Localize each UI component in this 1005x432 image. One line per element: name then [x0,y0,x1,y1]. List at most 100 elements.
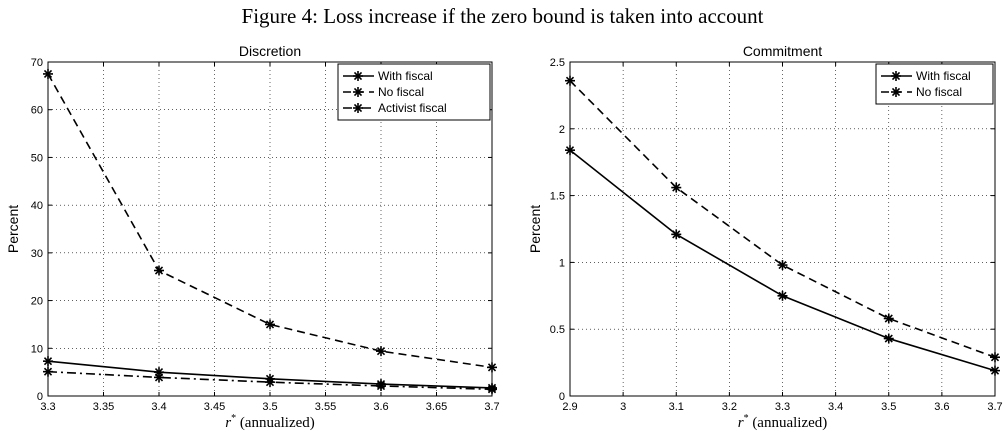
data-point-marker [990,352,1000,363]
x-tick-label: 3.55 [315,401,336,413]
y-tick-label: 2 [559,124,565,136]
legend: With fiscal No fiscal Activist fiscal [337,63,491,121]
legend-label: Activist fiscal [378,101,447,115]
x-axis-label: r* (annualized) [738,413,828,431]
x-axis-label-variable: r [225,415,231,431]
legend-label: No fiscal [378,85,424,99]
data-point-marker-stroke [487,385,497,394]
data-point-marker-stroke [672,230,681,239]
x-axis-label-superscript: * [231,413,236,424]
x-tick-label: 3.6 [373,401,388,413]
legend: With fiscal No fiscal [875,63,994,105]
data-point-marker-stroke [565,146,575,155]
y-tick-label: 40 [31,200,43,212]
data-point-marker-stroke [265,378,275,387]
y-tick-label: 30 [31,248,43,260]
data-point-marker [43,68,53,79]
data-point-marker [487,384,497,395]
y-tick-label: 20 [31,296,43,308]
y-tick-label: 0 [37,391,43,403]
y-tick-label: 1 [559,257,565,269]
x-tick-label: 2.9 [562,401,577,413]
legend-marker-stroke [891,71,901,81]
x-tick-label: 3.1 [669,401,684,413]
data-point-marker-stroke [487,363,497,372]
data-point-marker [777,260,788,271]
y-tick-label: 50 [31,152,43,164]
data-point-marker [671,229,682,240]
legend-marker-stroke [353,71,363,81]
data-point-marker [43,366,53,377]
legend-label: No fiscal [916,85,962,99]
legend-marker [353,103,363,113]
data-point-marker [777,290,788,301]
y-tick-label: 0 [559,391,565,403]
data-point-marker [376,346,386,357]
legend-marker-stroke [353,87,363,97]
legend-marker-stroke [891,87,901,97]
x-axis-label: r* (annualized) [225,413,315,431]
data-point-marker [154,372,164,383]
axes-frame [47,61,493,397]
chart-discretion: 3.3 3.35 3.4 3.45 3.5 3.55 3.6 3.65 3.7 0 10 20 30 40… [5,43,500,431]
series-no-fiscal [43,68,497,373]
data-point-marker [265,319,275,330]
y-axis-label: Percent [5,205,21,253]
data-point-marker-stroke [990,353,1000,362]
chart-title: Commitment [743,43,822,59]
legend-marker [353,87,363,97]
data-point-marker-stroke [884,334,893,343]
x-tick-label: 3.35 [93,401,114,413]
x-tick-label: 3.7 [987,401,1002,413]
legend-label: With fiscal [916,69,971,83]
legend-marker [891,87,901,97]
series-line [47,73,493,369]
plot-area [570,62,995,396]
chart-commitment: 2.9 3 3.1 3.2 3.3 3.4 3.5 3.6 3.7 0 0.5 1 1.5 2 2.5 Com… [527,43,1003,431]
data-point-marker [990,365,1000,376]
x-tick-label: 3.3 [40,401,55,413]
data-point-marker-stroke [778,291,787,300]
x-tick-label: 3.2 [722,401,737,413]
x-tick-label: 3.4 [828,401,843,413]
data-point-marker [565,75,575,86]
legend-marker [353,71,363,81]
x-tick-label: 3.65 [426,401,447,413]
data-point-marker [883,333,894,344]
series-no-fiscal [565,75,1000,363]
data-point-marker-stroke [265,320,275,329]
series-with-fiscal [565,145,1000,376]
y-tick-label: 0.5 [550,324,565,336]
data-point-marker-stroke [376,381,386,391]
legend-marker-stroke [353,103,363,113]
data-point-marker-stroke [43,69,53,79]
legend-marker [891,71,901,81]
legend-box [875,63,994,105]
data-point-marker [487,362,497,373]
y-tick-label: 60 [31,105,43,117]
data-point-marker-stroke [43,357,53,366]
data-point-marker-stroke [43,367,53,376]
data-point-marker-stroke [990,366,1000,375]
series-activist-fiscal [43,366,497,395]
data-point-marker-stroke [154,266,164,275]
x-tick-label: 3.45 [204,401,225,413]
y-tick-label: 10 [31,343,43,355]
legend-label: With fiscal [378,69,433,83]
data-point-marker-stroke [778,260,787,270]
data-point-marker [671,182,682,193]
x-axis-label-text: (annualized) [240,415,315,431]
data-point-marker-stroke [565,76,575,85]
x-axis-label-text: (annualized) [752,415,827,431]
axes-frame [569,61,996,397]
data-point-marker [376,380,386,391]
x-tick-label: 3.7 [484,401,499,413]
x-axis-label-variable: r [738,415,744,431]
data-point-marker-stroke [154,373,164,382]
data-point-marker-stroke [672,183,681,192]
data-point-marker [565,145,575,156]
data-point-marker [154,265,164,276]
y-axis-label: Percent [527,205,543,253]
x-tick-label: 3.4 [151,401,166,413]
